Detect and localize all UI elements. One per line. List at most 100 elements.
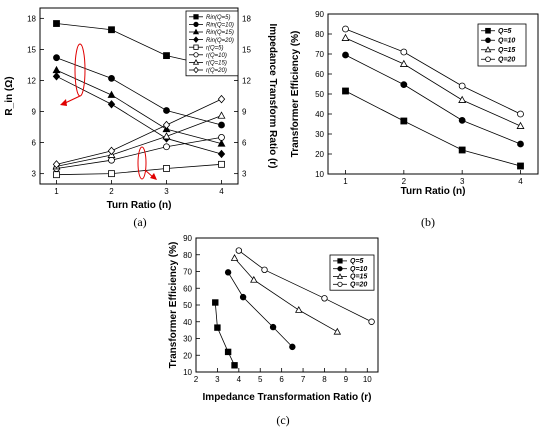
y-axis-title: Transformer Efficiency (%) (168, 242, 179, 369)
x-axis-title: Turn Ratio (n) (107, 200, 172, 211)
data-point (342, 25, 349, 33)
y-tick-label: 9 (32, 108, 37, 117)
legend-marker (484, 46, 492, 53)
data-point (250, 275, 258, 283)
x-tick-label: 6 (279, 375, 284, 384)
y-tick-label: 70 (315, 50, 324, 59)
data-point (107, 90, 116, 98)
legend-marker (337, 266, 343, 272)
legend-label: Rin(Q=20) (206, 38, 234, 44)
y2-tick-label: 18 (242, 14, 251, 23)
x-tick-label: 2 (402, 177, 407, 186)
x-tick-label: 1 (54, 187, 59, 196)
series-line (56, 75, 222, 155)
y-tick-label: 30 (183, 335, 192, 344)
data-point (517, 110, 524, 118)
data-point (107, 146, 116, 156)
y-tick-label: 30 (315, 130, 324, 139)
series-line (234, 257, 338, 333)
y-tick-label: 20 (183, 351, 192, 360)
legend-label: Q=15 (350, 274, 367, 281)
data-point (342, 51, 349, 59)
data-point (269, 323, 277, 331)
x-tick-label: 1 (343, 177, 348, 186)
y2-tick-label: 12 (242, 76, 251, 85)
series-line (238, 250, 372, 323)
data-point (458, 146, 466, 154)
data-point (235, 247, 243, 254)
x-tick-label: 4 (237, 375, 242, 384)
data-point (218, 160, 225, 168)
data-point (400, 48, 408, 56)
data-point (231, 362, 238, 369)
data-point (400, 81, 408, 88)
series-line (345, 90, 521, 167)
data-point (217, 139, 226, 147)
x-tick-label: 3 (460, 177, 465, 186)
legend-marker (193, 36, 199, 43)
data-point (458, 95, 467, 103)
data-point (162, 120, 171, 130)
data-point (295, 305, 303, 313)
legend-label: r(Q=10) (206, 53, 227, 59)
legend-marker (193, 52, 199, 58)
arrow-right-head (150, 173, 157, 180)
series-line (56, 98, 222, 165)
data-point (218, 121, 225, 129)
data-point (458, 117, 466, 124)
data-point (289, 343, 296, 351)
x-tick-label: 4 (518, 177, 523, 186)
panel-label-b: (b) (421, 215, 435, 229)
series-line (345, 54, 521, 145)
data-point (261, 266, 268, 274)
y-tick-label: 70 (183, 268, 192, 277)
legend-label: Rin(Q=5) (206, 15, 231, 21)
y-tick-label: 3 (32, 170, 37, 179)
panel-label-c: (c) (276, 413, 289, 427)
data-point (108, 26, 115, 34)
y-tick-label: 60 (183, 284, 192, 293)
legend-label: Q=5 (350, 258, 364, 265)
data-point (163, 143, 170, 151)
legend-marker (192, 59, 200, 65)
chart-c: 2 3 4 5 6 7 8 9 10 10 20 30 40 50 60 70 80 90 Impedance Tr… (168, 234, 379, 403)
x-tick-label: 5 (258, 375, 263, 384)
plot-frame (39, 7, 239, 185)
data-point (321, 295, 328, 302)
y-tick-label: 10 (315, 170, 324, 179)
legend-label: Q=15 (498, 47, 515, 54)
y-tick-label: 50 (315, 90, 324, 99)
y2-tick-label: 15 (242, 45, 251, 54)
data-point (108, 75, 115, 82)
legend-box (185, 10, 239, 77)
data-point (368, 318, 375, 325)
x-tick-label: 8 (322, 375, 327, 384)
y-tick-label: 15 (27, 45, 36, 54)
data-point (107, 100, 116, 109)
legend-label: Q=10 (350, 266, 367, 273)
data-point (517, 140, 524, 148)
data-point (217, 111, 226, 119)
legend-marker (193, 14, 199, 20)
data-point (217, 94, 226, 104)
legend-marker (485, 56, 491, 63)
y-tick-label: 6 (32, 139, 37, 148)
series-line (56, 69, 222, 145)
y-tick-label: 40 (183, 318, 192, 327)
data-point (399, 59, 408, 67)
data-point (52, 72, 61, 81)
series-line (345, 28, 521, 115)
panel-label-a: (a) (133, 215, 146, 229)
x-axis-title: Impedance Transformation Ratio (r) (203, 392, 372, 403)
series-line (227, 272, 293, 348)
series-line (56, 57, 222, 126)
legend-marker (336, 273, 344, 279)
x-tick-label: 2 (109, 187, 114, 196)
legend-marker (485, 37, 491, 44)
x-tick-label: 9 (344, 375, 349, 384)
legend-label: Rin(Q=15) (206, 30, 234, 36)
y-tick-label: 80 (183, 251, 192, 260)
data-point (163, 107, 170, 114)
